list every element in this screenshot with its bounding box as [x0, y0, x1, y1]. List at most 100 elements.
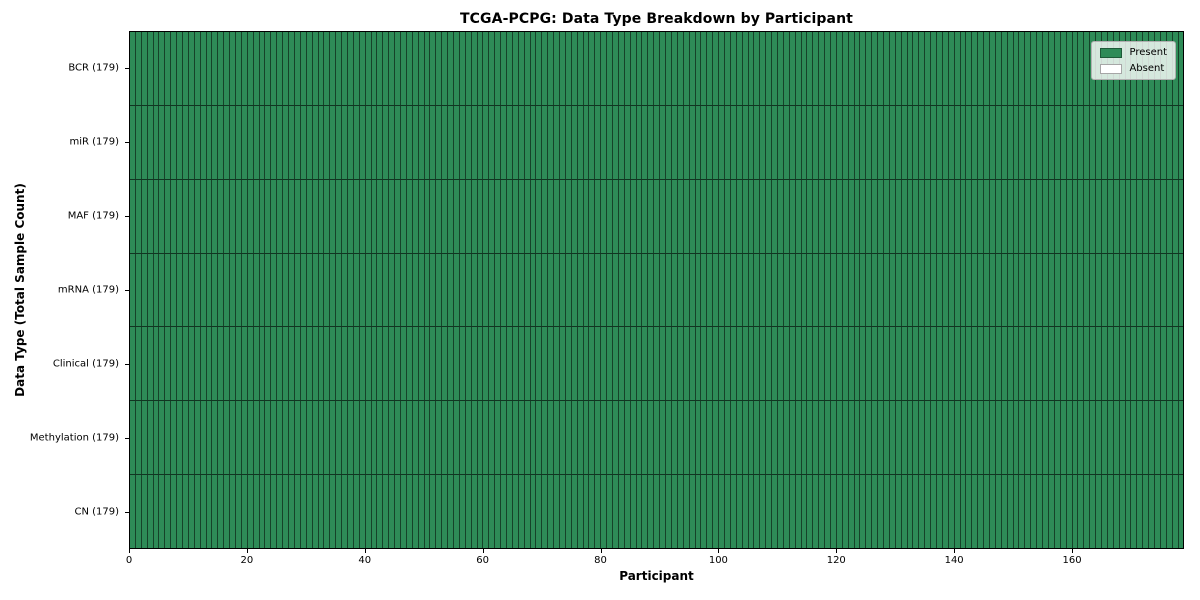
heatmap-cell [654, 327, 661, 401]
heatmap-cell [1113, 179, 1120, 253]
heatmap-cell [931, 179, 938, 253]
heatmap-cell [1166, 401, 1173, 475]
heatmap-cell [866, 401, 873, 475]
heatmap-cell [459, 179, 466, 253]
heatmap-cell [1090, 401, 1097, 475]
heatmap-cell [736, 32, 743, 105]
heatmap-cell [342, 105, 348, 179]
heatmap-cell [300, 32, 307, 105]
heatmap-cell [489, 401, 496, 475]
heatmap-cell [618, 179, 625, 253]
heatmap-cell [206, 32, 213, 105]
heatmap-cell [218, 475, 225, 549]
heatmap-cell [465, 327, 472, 401]
heatmap-cell [206, 327, 213, 401]
heatmap-cell [530, 401, 537, 475]
heatmap-cell [942, 401, 949, 475]
heatmap-cell [942, 105, 949, 179]
heatmap-cell [536, 253, 543, 327]
heatmap-cell [1019, 179, 1026, 253]
heatmap-cell [807, 475, 814, 549]
heatmap-cell [289, 327, 295, 401]
heatmap-cell [836, 401, 843, 475]
heatmap-cell [719, 179, 725, 253]
heatmap-cell [842, 105, 849, 179]
heatmap-cell [1066, 327, 1073, 401]
heatmap-cell [1013, 253, 1020, 327]
heatmap-cell [347, 179, 354, 253]
heatmap-cell [477, 475, 484, 549]
heatmap-cell [777, 327, 784, 401]
heatmap-cell [518, 179, 525, 253]
heatmap-cell [660, 179, 667, 253]
heatmap-cell [554, 401, 561, 475]
heatmap-cell [913, 179, 920, 253]
heatmap-cell [954, 32, 961, 105]
heatmap-cell [230, 179, 237, 253]
heatmap-cell [212, 179, 219, 253]
heatmap-cell [1113, 105, 1120, 179]
y-tick-mark [125, 437, 129, 439]
heatmap-cell [789, 253, 796, 327]
heatmap-cell [294, 179, 301, 253]
heatmap-cell [984, 179, 991, 253]
heatmap-cell [1125, 475, 1132, 549]
heatmap-cell [695, 401, 702, 475]
heatmap-cell [990, 32, 996, 105]
heatmap-cell [159, 179, 166, 253]
heatmap-cell [371, 32, 378, 105]
heatmap-cell [406, 105, 413, 179]
heatmap-cell [1054, 253, 1061, 327]
heatmap-cell [565, 327, 572, 401]
heatmap-cell [1131, 475, 1138, 549]
heatmap-cell [595, 32, 602, 105]
heatmap-cell [789, 32, 796, 105]
heatmap-cell [371, 327, 378, 401]
heatmap-cell [813, 401, 820, 475]
heatmap-cell [1166, 475, 1173, 549]
heatmap-cell [783, 179, 790, 253]
x-tick-mark [482, 549, 484, 553]
heatmap-cell [177, 401, 184, 475]
heatmap-cell [330, 475, 337, 549]
heatmap-cell [200, 475, 207, 549]
heatmap-cell [171, 327, 178, 401]
heatmap-cell [836, 32, 843, 105]
heatmap-cell [925, 105, 932, 179]
heatmap-cell [842, 32, 849, 105]
heatmap-cell [1172, 327, 1179, 401]
heatmap-cell [866, 475, 873, 549]
heatmap-cell [719, 327, 725, 401]
y-tick-mark [125, 67, 129, 69]
heatmap-cell [383, 179, 390, 253]
heatmap-cell [878, 475, 884, 549]
heatmap-cell [1149, 475, 1155, 549]
heatmap-cell [707, 105, 714, 179]
heatmap-cell [671, 253, 678, 327]
heatmap-cell [972, 105, 979, 179]
heatmap-cell [1078, 179, 1085, 253]
heatmap-cell [406, 327, 413, 401]
heatmap-cell [247, 327, 254, 401]
heatmap-cell [530, 179, 537, 253]
heatmap-cell [171, 253, 178, 327]
heatmap-cell [300, 253, 307, 327]
heatmap-cell [825, 32, 831, 105]
heatmap-cell [347, 327, 354, 401]
heatmap-cell [1160, 253, 1167, 327]
heatmap-cell [524, 179, 531, 253]
heatmap-cell [848, 105, 855, 179]
heatmap-cell [565, 179, 572, 253]
heatmap-cell [713, 327, 720, 401]
heatmap-cell [471, 105, 478, 179]
heatmap-cell [241, 179, 248, 253]
heatmap-cell [683, 179, 690, 253]
heatmap-cell [318, 105, 325, 179]
heatmap-cell [683, 253, 690, 327]
heatmap-cell [147, 401, 154, 475]
heatmap-cell [383, 327, 390, 401]
heatmap-cell [1084, 475, 1091, 549]
heatmap-cell [842, 475, 849, 549]
heatmap-cell [1143, 105, 1150, 179]
heatmap-cell [318, 401, 325, 475]
